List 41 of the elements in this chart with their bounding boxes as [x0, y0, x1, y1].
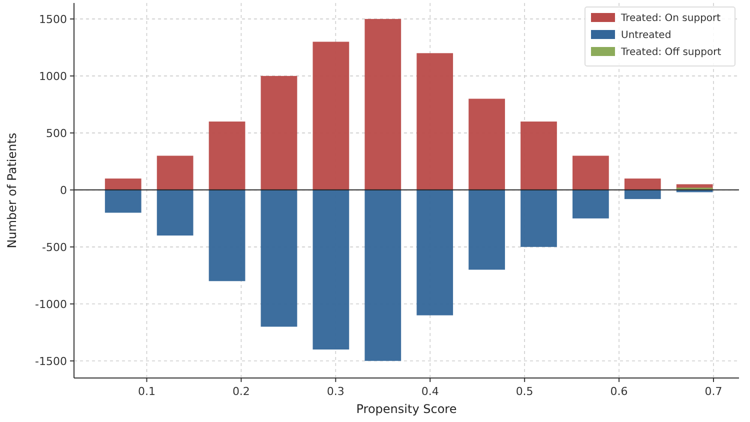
y-tick-label: 0	[60, 184, 67, 197]
x-tick-label: 0.4	[421, 385, 439, 398]
y-tick-label: -1500	[35, 354, 67, 368]
x-tick-label: 0.6	[610, 385, 628, 398]
x-axis-title: Propensity Score	[356, 402, 457, 416]
bar	[260, 76, 298, 190]
legend-label: Treated: Off support	[620, 47, 722, 58]
y-tick-label: -1000	[35, 298, 67, 311]
bar	[572, 156, 609, 190]
legend-label: Untreated	[621, 30, 672, 41]
bar	[104, 178, 142, 190]
bar	[312, 190, 350, 350]
bar	[156, 190, 194, 236]
bar	[468, 98, 505, 190]
bar	[104, 190, 142, 213]
bar	[364, 18, 402, 190]
x-tick-label: 0.3	[326, 385, 344, 398]
y-axis-title: Number of Patients	[5, 132, 19, 248]
bar	[520, 190, 557, 247]
bar	[364, 190, 402, 361]
y-tick-label: 1500	[39, 12, 67, 26]
legend-label: Treated: On support	[620, 13, 721, 24]
y-tick-label: 500	[46, 126, 67, 140]
x-tick-label: 0.1	[138, 385, 156, 398]
bar	[520, 122, 557, 190]
x-tick-label: 0.7	[704, 385, 722, 398]
bar	[624, 178, 661, 190]
x-tick-label: 0.2	[232, 385, 250, 398]
y-tick-label: 1000	[39, 70, 67, 83]
y-tick-label: -500	[42, 240, 67, 254]
bar	[416, 190, 454, 316]
bar	[208, 190, 246, 282]
bar	[572, 190, 609, 218]
bar	[208, 122, 246, 190]
bar	[260, 190, 298, 327]
bar	[416, 53, 454, 190]
x-tick-label: 0.5	[516, 385, 534, 398]
bar	[156, 156, 194, 190]
bar	[312, 42, 350, 190]
bar	[468, 190, 505, 270]
bar	[624, 190, 661, 200]
